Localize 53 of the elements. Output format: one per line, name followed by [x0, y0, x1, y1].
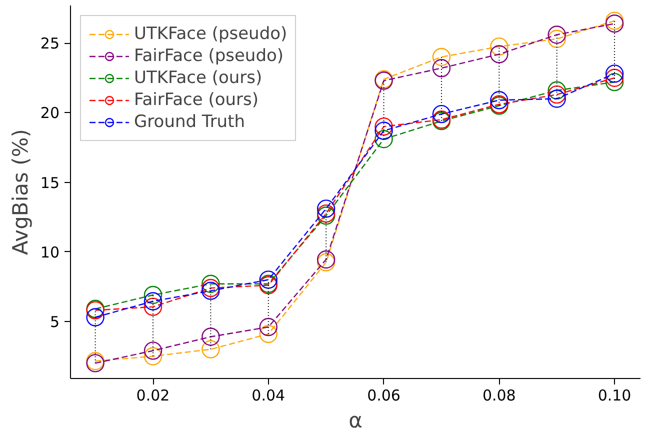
point [202, 274, 220, 293]
x-tick-label: 0.04 [252, 386, 286, 404]
x-tick-label: 0.06 [367, 386, 400, 404]
point [548, 30, 566, 48]
point [144, 292, 162, 310]
point [202, 340, 220, 358]
point [144, 342, 162, 360]
point [490, 45, 508, 64]
point [86, 308, 104, 326]
point [605, 12, 624, 30]
y-tick-label: 15 [40, 174, 60, 192]
legend-label: UTKFace (ours) [134, 68, 262, 88]
point [374, 130, 393, 148]
y-tick-label: 25 [40, 34, 60, 53]
point [202, 278, 220, 298]
point [490, 91, 508, 110]
legend-label: UTKFace (pseudo) [134, 24, 288, 44]
point [605, 72, 624, 92]
point [374, 122, 393, 140]
point [548, 85, 566, 104]
point [316, 250, 336, 269]
x-tick-label: 0.08 [482, 386, 516, 404]
point [432, 104, 451, 124]
point [259, 318, 278, 336]
point [316, 253, 336, 272]
point [259, 324, 278, 344]
y-axis-title: AvgBias (%) [8, 129, 32, 255]
point [316, 200, 336, 218]
x-tick-label: 0.02 [136, 386, 170, 404]
x-axis-title: α [348, 408, 362, 432]
point [144, 286, 162, 304]
point [432, 59, 451, 78]
point [374, 118, 393, 136]
point [144, 347, 162, 366]
point [202, 282, 220, 300]
point [548, 26, 566, 44]
point [605, 14, 624, 33]
point [259, 270, 278, 289]
legend-label: Ground Truth [134, 112, 246, 132]
y-tick-label: 10 [40, 243, 60, 262]
point [144, 298, 162, 316]
point [548, 90, 566, 108]
point [605, 64, 624, 83]
point [490, 37, 508, 56]
point [605, 68, 624, 87]
point [202, 328, 220, 346]
x-tick-label: 0.10 [598, 386, 632, 404]
point [548, 81, 566, 100]
legend-label: FairFace (pseudo) [134, 46, 284, 66]
y-tick-label: 5 [50, 312, 60, 331]
legend-label: FairFace (ours) [134, 90, 258, 110]
y-tick-label: 20 [40, 104, 60, 122]
point [432, 48, 451, 66]
